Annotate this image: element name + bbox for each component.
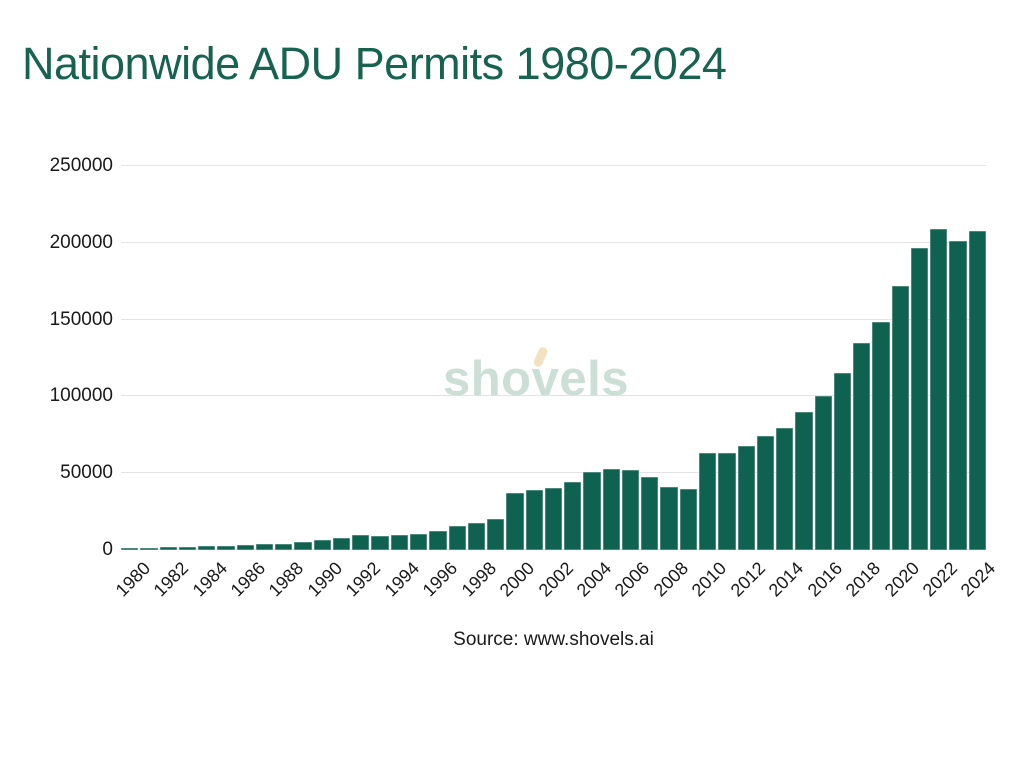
bar-1987 — [255, 544, 274, 550]
x-tick-label-2020: 2020 — [880, 558, 923, 601]
x-axis: 1980 1982 1984 1986 1988 1990 1992 1994 1996 1998… — [0, 558, 1024, 628]
bar-2012 — [737, 446, 755, 550]
y-tick-label-0: 0 — [102, 539, 113, 560]
x-tick-label-2022: 2022 — [918, 558, 962, 601]
x-tick-label-1980: 1980 — [111, 558, 154, 601]
bar-2019 — [872, 322, 890, 550]
x-tick-label-1994: 1994 — [380, 558, 423, 601]
x-tick-label-1990: 1990 — [303, 558, 346, 601]
bar-2001 — [525, 489, 543, 550]
y-tick-label-150000: 150000 — [49, 308, 113, 330]
bar-2018 — [853, 342, 871, 550]
x-tick-label-2014: 2014 — [764, 558, 808, 601]
gridline-150000 — [121, 318, 986, 320]
bar-2000 — [506, 492, 524, 550]
y-tick-label-250000: 250000 — [49, 155, 113, 176]
bar-1992 — [352, 534, 370, 550]
bar-2017 — [833, 372, 852, 550]
bar-1994 — [390, 534, 408, 550]
x-tick-label-2006: 2006 — [611, 558, 654, 601]
bar-2015 — [795, 411, 813, 550]
bar-1990 — [313, 539, 331, 550]
bar-1984 — [198, 546, 216, 550]
bar-1997 — [448, 526, 466, 550]
bar-1998 — [467, 523, 486, 550]
bars-layer — [121, 166, 986, 550]
y-axis: 0 50000 100000 150000 200000 250000 — [0, 155, 113, 560]
bar-2023 — [949, 240, 967, 550]
bar-2004 — [583, 471, 601, 550]
gridline-100000 — [121, 395, 986, 397]
bar-2022 — [930, 229, 948, 550]
bar-1989 — [294, 542, 312, 550]
x-tick-label-2004: 2004 — [572, 558, 616, 601]
gridline-250000 — [121, 165, 986, 166]
x-tick-label-2000: 2000 — [495, 558, 539, 601]
chart-title: Nationwide ADU Permits 1980-2024 — [22, 38, 727, 89]
x-tick-label-1986: 1986 — [226, 558, 270, 601]
x-tick-label-1982: 1982 — [149, 558, 193, 601]
bar-1983 — [178, 547, 197, 550]
bar-1988 — [275, 543, 293, 550]
x-tick-label-2008: 2008 — [649, 558, 692, 601]
y-tick-label-100000: 100000 — [49, 385, 113, 407]
x-tick-label-1992: 1992 — [341, 558, 385, 601]
gridline-50000 — [121, 472, 986, 474]
y-tick-label-200000: 200000 — [49, 231, 113, 253]
bar-2008 — [660, 487, 678, 550]
bar-1981 — [140, 548, 158, 550]
bar-2007 — [641, 476, 659, 550]
x-tick-label-2002: 2002 — [534, 558, 577, 601]
bar-1993 — [371, 536, 389, 550]
bar-1985 — [217, 545, 235, 550]
bar-1982 — [159, 547, 177, 550]
gridline-200000 — [121, 241, 986, 243]
bar-2005 — [602, 469, 620, 550]
bar-2006 — [621, 470, 640, 550]
x-tick-label-1988: 1988 — [265, 558, 308, 601]
bar-2020 — [891, 285, 909, 550]
bar-1996 — [429, 530, 447, 550]
bar-1995 — [409, 534, 428, 550]
x-tick-label-2018: 2018 — [841, 558, 885, 601]
bar-2024 — [968, 230, 986, 550]
bar-2003 — [564, 481, 582, 550]
bar-2013 — [756, 436, 775, 550]
bar-2021 — [910, 247, 929, 550]
source-text: Source: www.shovels.ai — [453, 629, 654, 650]
y-tick-label-50000: 50000 — [60, 462, 113, 484]
x-tick-label-2010: 2010 — [687, 558, 731, 601]
x-tick-label-2012: 2012 — [726, 558, 769, 601]
bar-2011 — [718, 453, 736, 550]
bar-1991 — [332, 537, 351, 550]
x-tick-label-1996: 1996 — [418, 558, 462, 601]
x-tick-label-2016: 2016 — [803, 558, 846, 601]
bar-1999 — [487, 519, 505, 550]
bar-2002 — [544, 487, 563, 550]
bar-1986 — [236, 545, 254, 550]
x-tick-label-2024: 2024 — [957, 558, 1000, 601]
bar-2010 — [698, 452, 717, 550]
bar-2014 — [776, 427, 794, 550]
bar-2009 — [679, 489, 697, 550]
x-tick-label-1998: 1998 — [457, 558, 500, 601]
bar-1980 — [121, 548, 139, 550]
x-tick-label-1984: 1984 — [188, 558, 231, 601]
bar-2016 — [814, 396, 832, 550]
